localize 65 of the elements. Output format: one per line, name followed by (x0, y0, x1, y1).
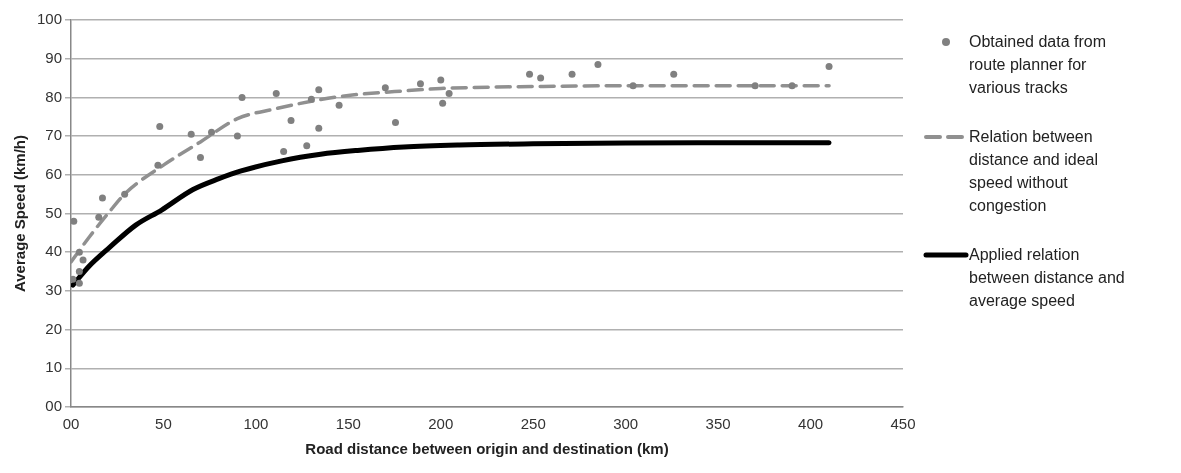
x-tick-label: 200 (428, 415, 454, 433)
y-tick-label: 50 (45, 203, 63, 221)
point (272, 90, 280, 98)
point (156, 122, 164, 130)
point (825, 62, 833, 70)
x-tick-label: 400 (798, 415, 824, 433)
x-tick-label: 00 (62, 415, 80, 433)
point (187, 130, 195, 138)
point (287, 117, 295, 125)
legend-label: Obtained data from route planner for various tracks (969, 32, 1107, 98)
point (95, 213, 103, 221)
point (307, 95, 315, 103)
y-axis-title: Average Speed (km/h) (11, 135, 29, 292)
legend-label: Applied relation between distance and average speed (969, 245, 1126, 311)
point (315, 124, 323, 132)
point (416, 80, 424, 88)
point (439, 99, 447, 107)
point (303, 142, 311, 150)
point (594, 61, 602, 69)
point (280, 148, 288, 156)
point (208, 128, 216, 136)
point (392, 119, 399, 127)
point (381, 84, 389, 92)
point (154, 161, 162, 169)
x-tick-label: 100 (243, 415, 269, 433)
x-tick-label: 50 (155, 415, 172, 433)
y-tick-label: 40 (45, 242, 63, 260)
point (568, 70, 576, 78)
point (788, 82, 796, 90)
legend-label: Relation between distance and ideal speed without congestion (969, 127, 1099, 216)
x-tick-label: 350 (705, 415, 731, 433)
y-tick-label: 60 (45, 164, 63, 182)
point (335, 101, 343, 109)
point (526, 70, 534, 78)
point (75, 248, 83, 256)
point (121, 190, 129, 198)
x-axis-title: Road distance between origin and destination (km) (305, 440, 669, 458)
point (75, 279, 83, 287)
y-tick-label: 10 (45, 358, 63, 376)
y-tick-label: 00 (45, 397, 63, 415)
point (437, 76, 445, 84)
point (98, 194, 106, 202)
point (629, 82, 637, 90)
x-tick-label: 300 (613, 415, 639, 433)
y-tick-label: 30 (45, 281, 63, 299)
point (315, 86, 323, 94)
y-tick-label: 80 (45, 87, 63, 105)
point (751, 82, 759, 90)
point (71, 217, 78, 225)
y-tick-label: 20 (45, 319, 63, 337)
point (233, 132, 241, 140)
x-tick-label: 250 (520, 415, 546, 433)
point (670, 70, 678, 78)
point (196, 153, 204, 161)
y-tick-label: 90 (45, 48, 63, 66)
y-tick-label: 70 (45, 126, 63, 144)
point (75, 268, 83, 276)
point (445, 90, 453, 98)
point (238, 93, 246, 101)
point (79, 256, 87, 264)
x-tick-label: 150 (335, 415, 361, 433)
point (537, 74, 545, 82)
x-tick-label: 450 (890, 415, 916, 433)
y-tick-label: 100 (37, 10, 63, 28)
point (71, 275, 77, 283)
